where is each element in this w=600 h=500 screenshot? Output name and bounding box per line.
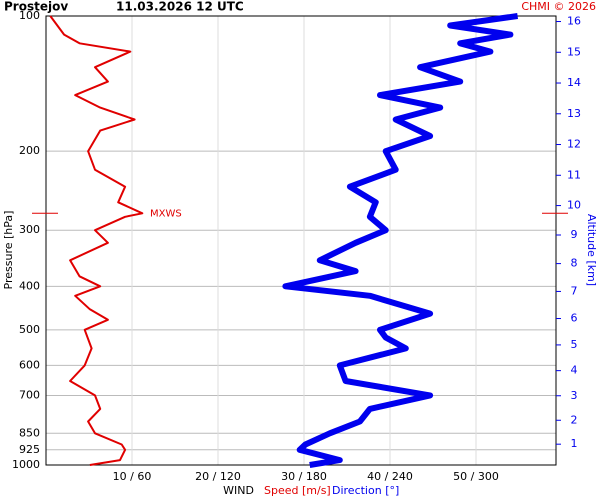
- x-tick-label: 20 / 120: [195, 470, 241, 483]
- legend-entry: Direction [°]: [332, 484, 399, 497]
- chart-subtitle: 11.03.2026 12 UTC: [116, 0, 244, 14]
- y-tick-label: 700: [19, 388, 40, 401]
- profile-line: [49, 15, 144, 466]
- y2-tick-label: 6: [571, 312, 578, 325]
- annotation: MXWS: [150, 208, 182, 219]
- y-tick-label: 600: [19, 358, 40, 371]
- y2-tick-label: 3: [571, 389, 578, 402]
- credit: CHMI © 2026: [521, 0, 596, 13]
- y2-tick-label: 12: [567, 138, 581, 151]
- y2-tick-label: 15: [567, 45, 581, 58]
- y-tick-label: 1000: [12, 458, 40, 471]
- y2-tick-label: 7: [571, 284, 578, 297]
- y-axis-label: Pressure [hPa]: [2, 211, 15, 290]
- y2-tick-label: 16: [567, 15, 581, 28]
- y2-tick-label: 11: [567, 168, 581, 181]
- y-tick-label: 500: [19, 323, 40, 336]
- y2-tick-label: 10: [567, 199, 581, 212]
- y2-tick-label: 4: [571, 364, 578, 377]
- x-tick-label: 40 / 240: [367, 470, 413, 483]
- x-axis-label: WIND: [223, 484, 254, 497]
- plot-frame: [45, 15, 557, 466]
- y2-tick-label: 8: [571, 257, 578, 270]
- profile-line: [282, 13, 519, 468]
- y2-tick-label: 13: [567, 107, 581, 120]
- y-tick-label: 925: [19, 443, 40, 456]
- x-tick-label: 50 / 300: [453, 470, 499, 483]
- y2-tick-label: 9: [571, 228, 578, 241]
- y-tick-label: 850: [19, 426, 40, 439]
- x-tick-label: 10 / 60: [113, 470, 152, 483]
- y2-tick-label: 14: [567, 76, 581, 89]
- y-tick-label: 300: [19, 223, 40, 236]
- y-tick-label: 400: [19, 279, 40, 292]
- y2-tick-label: 1: [571, 437, 578, 450]
- y-tick-label: 100: [19, 9, 40, 22]
- y2-axis-label: Altitude [km]: [585, 214, 598, 286]
- y2-tick-label: 2: [571, 413, 578, 426]
- chart-title: Prostejov: [4, 0, 68, 14]
- legend-entry: Speed [m/s]: [264, 484, 331, 497]
- y2-tick-label: 5: [571, 338, 578, 351]
- x-tick-label: 30 / 180: [281, 470, 327, 483]
- y-tick-label: 200: [19, 144, 40, 157]
